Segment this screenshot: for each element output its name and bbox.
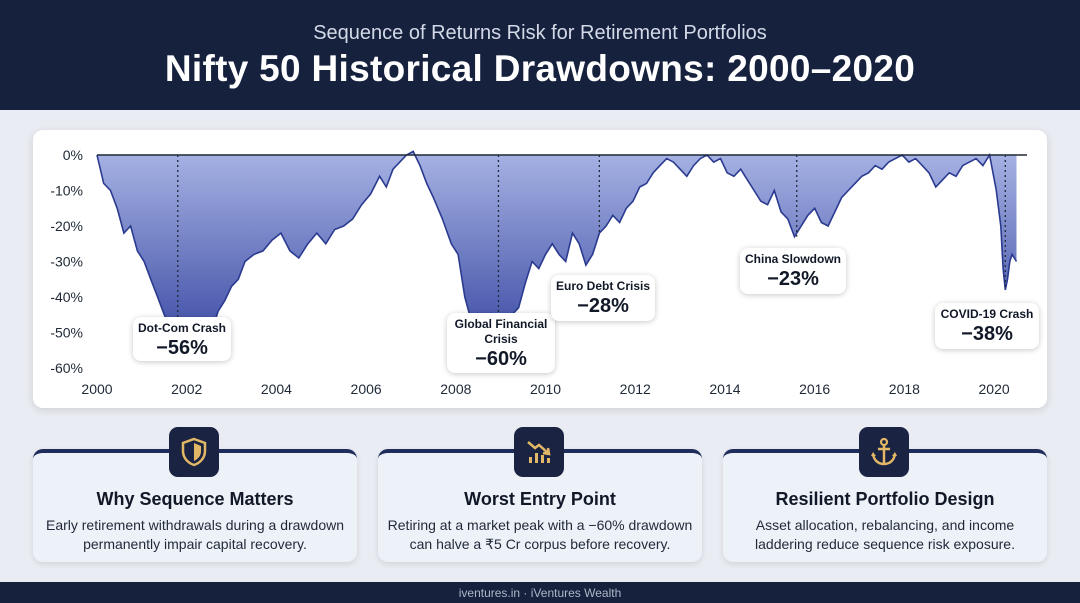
callout-value: −38% <box>961 323 1013 345</box>
y-tick-label: -10% <box>50 183 83 199</box>
y-tick-label: 0% <box>63 147 83 163</box>
card-title: Why Sequence Matters <box>96 489 294 509</box>
card-text: Asset allocation, rebalancing, and incom… <box>755 517 1015 552</box>
header: Sequence of Returns Risk for Retirement … <box>0 0 1080 110</box>
y-tick-label: -30% <box>50 254 83 270</box>
page-title: Nifty 50 Historical Drawdowns: 2000–2020 <box>164 48 916 89</box>
callout-covid: COVID-19 Crash −38% <box>935 303 1039 349</box>
callout-label: China Slowdown <box>745 252 841 266</box>
falling-chart-icon <box>514 427 564 477</box>
drawdown-chart: 0% -10% -20% -30% -40% -50% -60% 2000 2002 2004 20… <box>50 147 1027 397</box>
x-tick-label: 2010 <box>530 381 561 397</box>
y-tick-label: -20% <box>50 218 83 234</box>
callout-china: China Slowdown −23% <box>740 248 846 294</box>
x-tick-label: 2002 <box>171 381 202 397</box>
callout-value: −56% <box>156 337 208 359</box>
card-text: Early retirement withdrawals during a dr… <box>45 517 345 552</box>
callout-euro-debt: Euro Debt Crisis −28% <box>551 275 655 321</box>
x-tick-label: 2006 <box>351 381 382 397</box>
x-tick-label: 2000 <box>81 381 112 397</box>
y-tick-label: -40% <box>50 289 83 305</box>
x-tick-label: 2004 <box>261 381 292 397</box>
callout-label: Dot-Com Crash <box>137 321 226 335</box>
card-why-sequence: Why Sequence Matters Early retirement wi… <box>33 427 357 562</box>
anchor-icon <box>859 427 909 477</box>
shield-icon <box>169 427 219 477</box>
callout-dot-com: Dot-Com Crash −56% <box>133 317 231 361</box>
drawdown-area <box>97 151 1017 368</box>
x-tick-label: 2012 <box>620 381 651 397</box>
x-tick-label: 2014 <box>709 381 740 397</box>
callout-value: −23% <box>767 268 819 290</box>
callout-label: Global Financial Crisis <box>454 317 548 346</box>
card-resilient-design: Resilient Portfolio Design Asset allocat… <box>723 427 1047 562</box>
card-title: Resilient Portfolio Design <box>775 489 995 509</box>
callout-label: COVID-19 Crash <box>940 307 1034 321</box>
callout-label: Euro Debt Crisis <box>555 279 651 293</box>
y-tick-label: -60% <box>50 360 83 376</box>
x-tick-label: 2008 <box>440 381 471 397</box>
callout-gfc: Global Financial Crisis −60% <box>447 313 555 373</box>
x-tick-label: 2020 <box>979 381 1010 397</box>
callout-value: −60% <box>475 348 527 370</box>
drawdown-line <box>96 150 1018 370</box>
footer: iventures.in · iVentures Wealth <box>0 582 1080 603</box>
x-tick-label: 2016 <box>799 381 830 397</box>
card-worst-entry: Worst Entry Point Retiring at a market p… <box>378 427 702 562</box>
x-tick-label: 2018 <box>889 381 920 397</box>
page-subtitle: Sequence of Returns Risk for Retirement … <box>313 22 767 44</box>
y-tick-label: -50% <box>50 325 83 341</box>
callout-value: −28% <box>577 295 629 317</box>
card-title: Worst Entry Point <box>464 489 616 509</box>
card-text: Retiring at a market peak with a −60% dr… <box>387 517 693 552</box>
chart-card: 0% -10% -20% -30% -40% -50% -60% 2000 2002 2004 20… <box>33 130 1047 408</box>
